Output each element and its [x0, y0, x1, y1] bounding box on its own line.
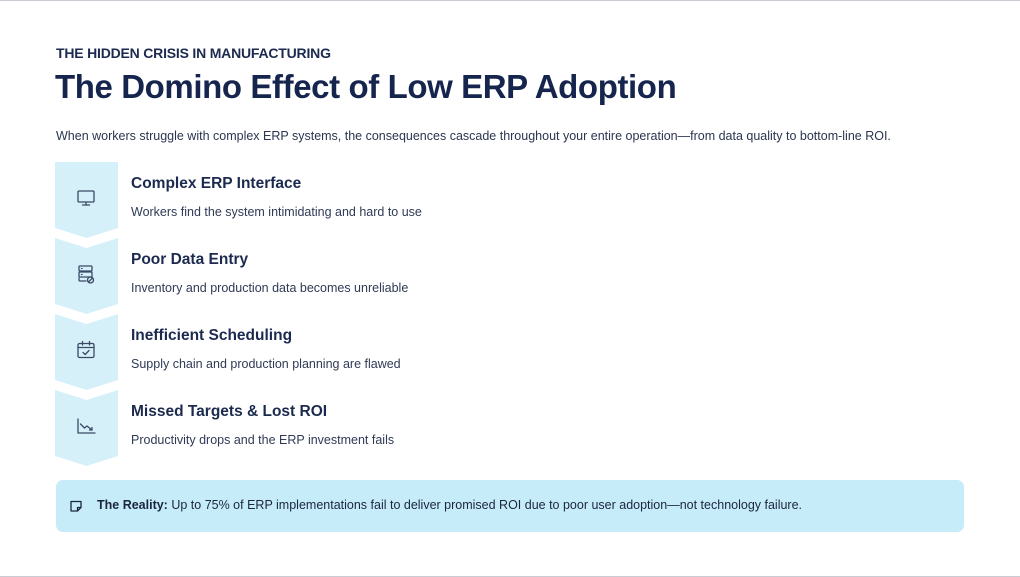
step-title: Complex ERP Interface [131, 175, 302, 192]
callout-label: The Reality: [97, 498, 168, 512]
step-description: Supply chain and production planning are… [131, 357, 401, 371]
callout-body: Up to 75% of ERP implementations fail to… [171, 498, 803, 512]
callout-text: The Reality: Up to 75% of ERP implementa… [97, 498, 802, 512]
eyebrow-label: THE HIDDEN CRISIS IN MANUFACTURING [56, 45, 331, 61]
database-error-icon [75, 263, 97, 285]
calendar-check-icon [75, 339, 97, 361]
step-description: Workers find the system intimidating and… [131, 205, 422, 219]
step-title: Missed Targets & Lost ROI [131, 403, 328, 420]
cascade-step-1: Complex ERP Interface Workers find the s… [55, 162, 955, 238]
note-icon [69, 499, 83, 513]
page-title: The Domino Effect of Low ERP Adoption [55, 68, 677, 105]
monitor-icon [75, 187, 97, 209]
chevron-shape [55, 162, 118, 238]
cascade-step-4: Missed Targets & Lost ROI Productivity d… [55, 390, 955, 466]
step-title: Poor Data Entry [131, 251, 249, 268]
top-divider [0, 0, 1020, 1]
chevron-shape [55, 238, 118, 314]
page-subtitle: When workers struggle with complex ERP s… [56, 129, 891, 143]
trending-down-icon [75, 415, 97, 437]
chevron-shape [55, 390, 118, 466]
cascade-step-3: Inefficient Scheduling Supply chain and … [55, 314, 955, 390]
step-title: Inefficient Scheduling [131, 327, 293, 344]
reality-callout: The Reality: Up to 75% of ERP implementa… [56, 480, 964, 532]
chevron-shape [55, 314, 118, 390]
step-description: Inventory and production data becomes un… [131, 281, 409, 295]
cascade-step-2: Poor Data Entry Inventory and production… [55, 238, 955, 314]
step-description: Productivity drops and the ERP investmen… [131, 433, 395, 447]
